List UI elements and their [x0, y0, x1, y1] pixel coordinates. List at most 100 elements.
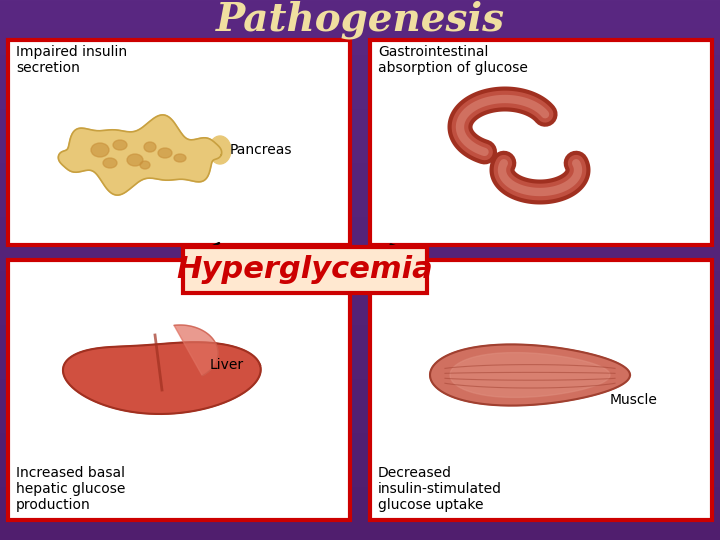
Bar [0, 419, 720, 420]
Bar [0, 180, 720, 181]
Bar [0, 373, 720, 374]
Bar [0, 254, 720, 255]
Bar [0, 286, 720, 287]
Bar [0, 26, 720, 27]
Bar [0, 224, 720, 225]
Bar [0, 440, 720, 441]
Bar [0, 166, 720, 167]
Bar [0, 181, 720, 182]
Bar [0, 336, 720, 337]
Bar [0, 28, 720, 29]
Bar [0, 491, 720, 492]
Bar [0, 404, 720, 405]
Bar [0, 392, 720, 393]
Bar [0, 362, 720, 363]
Bar [0, 123, 720, 124]
Bar [0, 52, 720, 53]
Bar [0, 251, 720, 252]
Bar [0, 191, 720, 192]
Bar [0, 346, 720, 347]
Bar [0, 169, 720, 170]
Bar [0, 68, 720, 69]
Bar [0, 507, 720, 508]
Bar [0, 525, 720, 526]
Bar [0, 359, 720, 360]
Bar [0, 305, 720, 306]
Bar [0, 435, 720, 436]
Bar [0, 188, 720, 189]
Bar [0, 25, 720, 26]
Bar [0, 53, 720, 54]
Bar [0, 276, 720, 277]
Bar [0, 313, 720, 314]
Bar [0, 130, 720, 131]
Bar [0, 308, 720, 309]
Bar [0, 294, 720, 295]
Bar [0, 454, 720, 455]
Bar [0, 118, 720, 119]
Bar [0, 371, 720, 372]
Bar [0, 472, 720, 473]
Bar [0, 257, 720, 258]
Bar [0, 133, 720, 134]
Bar [0, 456, 720, 457]
Bar [0, 418, 720, 419]
Bar [0, 225, 720, 226]
Bar [0, 231, 720, 232]
Bar [0, 411, 720, 412]
Bar [0, 383, 720, 384]
Bar [0, 186, 720, 187]
Bar [0, 341, 720, 342]
Bar [0, 269, 720, 270]
Bar [0, 365, 720, 366]
Bar [0, 154, 720, 155]
Bar [0, 512, 720, 513]
Bar [0, 478, 720, 479]
Bar [0, 218, 720, 219]
Bar [0, 22, 720, 23]
Bar [0, 62, 720, 63]
Bar [0, 197, 720, 198]
Polygon shape [450, 353, 610, 397]
Bar [0, 58, 720, 59]
Bar [0, 442, 720, 443]
Bar [0, 414, 720, 415]
Bar [0, 374, 720, 375]
Bar [0, 126, 720, 127]
Bar [0, 153, 720, 154]
Bar [0, 36, 720, 37]
Bar [0, 348, 720, 349]
Bar [0, 178, 720, 179]
Bar [0, 498, 720, 499]
Bar [0, 190, 720, 191]
Bar [0, 83, 720, 84]
Bar [0, 372, 720, 373]
Bar [0, 430, 720, 431]
Bar [0, 527, 720, 528]
Bar [0, 387, 720, 388]
Bar [0, 484, 720, 485]
Bar [0, 388, 720, 389]
Bar [0, 95, 720, 96]
Bar [0, 49, 720, 50]
Bar [0, 319, 720, 320]
Bar [0, 517, 720, 518]
Bar [0, 84, 720, 85]
Bar [0, 228, 720, 229]
Bar [0, 3, 720, 4]
Bar [0, 399, 720, 400]
Bar [0, 315, 720, 316]
Bar [0, 299, 720, 300]
Bar [0, 436, 720, 437]
Bar [0, 147, 720, 148]
Bar [0, 516, 720, 517]
Bar [0, 113, 720, 114]
Bar [0, 61, 720, 62]
Bar [0, 71, 720, 72]
Bar [0, 63, 720, 64]
Bar [0, 494, 720, 495]
Bar [0, 236, 720, 237]
Bar [0, 475, 720, 476]
Bar [0, 32, 720, 33]
Bar [0, 322, 720, 323]
